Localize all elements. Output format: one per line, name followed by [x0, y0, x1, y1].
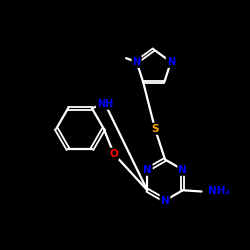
- Text: N: N: [132, 57, 141, 67]
- Text: O: O: [110, 149, 118, 159]
- Text: N: N: [167, 57, 175, 67]
- Text: NH₂: NH₂: [208, 186, 230, 196]
- Text: S: S: [151, 124, 159, 134]
- Text: N: N: [160, 196, 170, 205]
- Text: N: N: [143, 165, 152, 175]
- Text: NH: NH: [97, 99, 113, 109]
- Text: N: N: [178, 165, 187, 175]
